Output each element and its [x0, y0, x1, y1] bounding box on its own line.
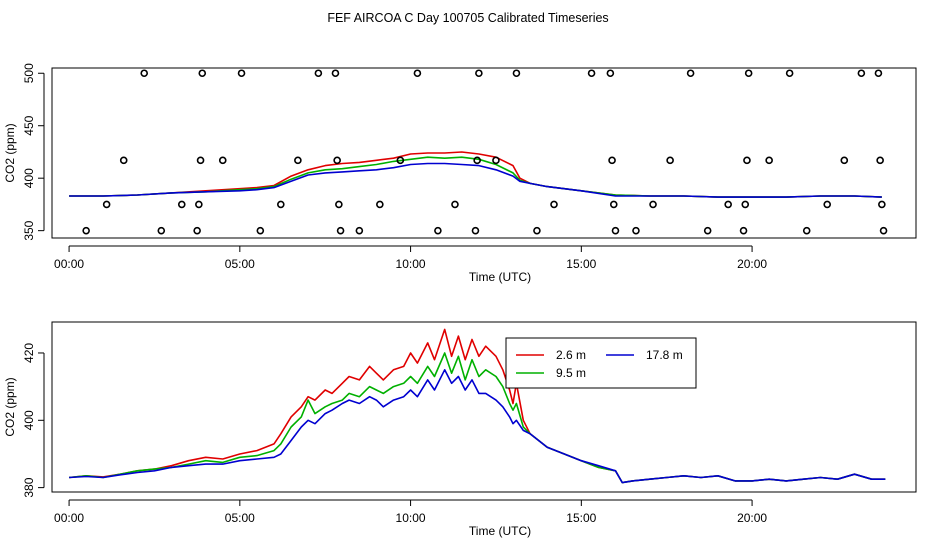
legend: 2.6 m 9.5 m 17.8 m: [505, 337, 697, 389]
x-tick-label: 05:00: [225, 257, 255, 271]
data-point: [336, 226, 345, 235]
data-point: [741, 200, 750, 209]
series-line-2-6-mm: [69, 328, 886, 484]
data-point: [743, 156, 751, 165]
legend-label: 9.5 m: [556, 366, 586, 380]
data-point: [198, 69, 207, 78]
data-point: [376, 200, 384, 209]
y-tick-label: 400: [22, 410, 36, 430]
data-point: [512, 69, 521, 78]
data-point: [611, 226, 620, 235]
y-axis-label: CO2 (ppm): [3, 377, 17, 436]
data-point: [471, 226, 480, 235]
data-point: [102, 200, 111, 209]
data-point: [874, 69, 883, 78]
series-line-17-8-mm: [69, 369, 886, 484]
legend-label: 17.8 m: [646, 348, 683, 362]
data-point: [744, 69, 753, 78]
data-point: [193, 226, 201, 235]
x-tick-label: 15:00: [566, 257, 596, 271]
data-point: [703, 226, 712, 235]
data-point: [473, 156, 481, 165]
data-point: [606, 69, 615, 78]
data-point: [840, 156, 849, 165]
data-point: [82, 226, 90, 235]
data-point: [277, 200, 285, 209]
data-point: [533, 226, 541, 235]
legend-label: 2.6 m: [556, 348, 586, 362]
y-tick-label: 450: [22, 115, 36, 135]
data-point: [857, 69, 866, 78]
data-point: [492, 156, 500, 165]
data-point: [335, 200, 343, 209]
data-point: [434, 226, 442, 235]
data-point: [802, 226, 811, 235]
y-tick-label: 350: [22, 220, 36, 240]
data-point: [785, 69, 794, 78]
data-point: [632, 226, 640, 235]
bottom-panel: 00:00 05:00 10:00 15:00 20:00 Time (UTC) 380 40…: [3, 321, 917, 538]
data-point: [294, 156, 302, 165]
data-point: [649, 200, 657, 209]
data-point: [876, 156, 884, 165]
x-tick-label: 00:00: [54, 257, 84, 271]
x-tick-label: 00:00: [54, 511, 84, 525]
data-point: [218, 156, 227, 165]
data-point: [608, 156, 616, 165]
plot-frame: [51, 321, 917, 493]
data-point: [413, 69, 422, 78]
data-point: [256, 226, 265, 235]
x-tick-label: 20:00: [737, 257, 767, 271]
data-point: [196, 156, 205, 165]
data-point: [314, 69, 323, 78]
data-point: [195, 200, 203, 209]
y-tick-label: 420: [22, 343, 36, 363]
data-point: [475, 69, 483, 78]
series-line-9-5-mm: [69, 352, 886, 484]
data-point: [878, 200, 886, 209]
plot-frame: [51, 67, 917, 239]
data-point: [119, 156, 128, 165]
data-point: [739, 226, 748, 235]
data-point: [550, 200, 558, 209]
x-tick-label: 05:00: [225, 511, 255, 525]
data-point: [237, 69, 246, 78]
data-point: [157, 226, 166, 235]
data-point: [724, 200, 732, 209]
legend-box: [505, 337, 697, 389]
x-axis-label: Time (UTC): [469, 270, 531, 284]
x-axis-label: Time (UTC): [469, 524, 531, 538]
data-point: [451, 200, 459, 209]
data-point: [666, 156, 674, 165]
data-point: [333, 156, 341, 165]
x-tick-label: 10:00: [396, 511, 426, 525]
data-point: [879, 226, 888, 235]
data-point: [823, 200, 832, 209]
data-point: [331, 69, 340, 78]
x-tick-label: 15:00: [566, 511, 596, 525]
x-tick-label: 20:00: [737, 511, 767, 525]
data-point: [140, 69, 149, 78]
data-point: [609, 200, 618, 209]
y-tick-label: 400: [22, 168, 36, 188]
y-tick-label: 380: [22, 477, 36, 497]
series-line-17-8-mm: [69, 162, 882, 198]
data-point: [355, 226, 364, 235]
data-point: [587, 69, 596, 78]
data-point: [177, 200, 186, 209]
y-tick-label: 500: [22, 63, 36, 83]
top-panel: 00:00 05:00 10:00 15:00 20:00 Time (UTC) 350 40…: [3, 63, 917, 284]
data-point: [765, 156, 773, 165]
x-tick-label: 10:00: [396, 257, 426, 271]
chart-title: FEF AIRCOA C Day 100705 Calibrated Times…: [327, 11, 608, 25]
data-point: [686, 69, 695, 78]
data-point: [396, 156, 405, 165]
y-axis-label: CO2 (ppm): [3, 123, 17, 182]
